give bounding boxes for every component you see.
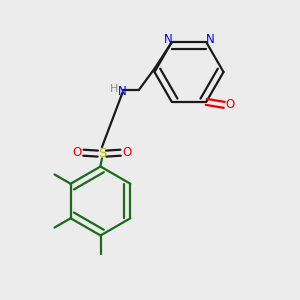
Text: O: O: [225, 98, 234, 111]
Text: N: N: [206, 33, 214, 46]
Text: N: N: [118, 85, 126, 98]
Text: N: N: [164, 33, 172, 46]
Text: S: S: [98, 147, 106, 160]
Text: O: O: [122, 146, 131, 159]
Text: H: H: [110, 84, 118, 94]
Text: O: O: [73, 146, 82, 159]
